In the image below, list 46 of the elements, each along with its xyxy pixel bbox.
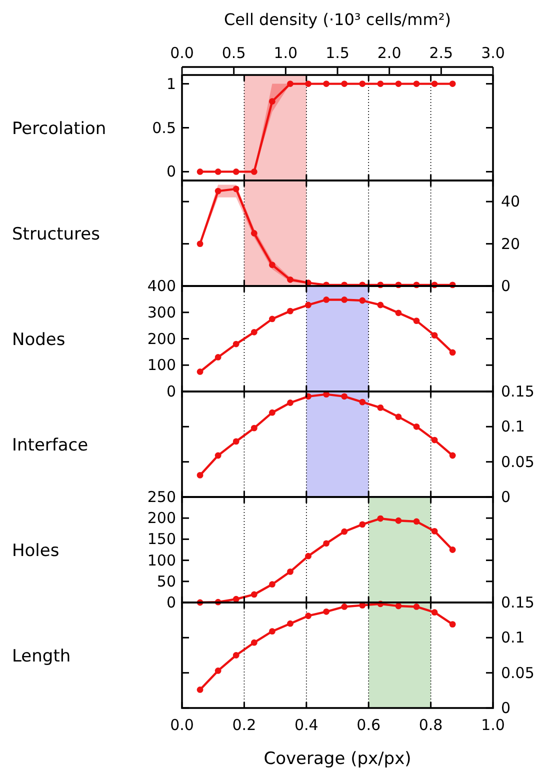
- x2-tick-label: 1.0: [274, 44, 298, 62]
- y2-tick-label: 0.15: [501, 382, 534, 400]
- y2-tick-label: 0.1: [501, 628, 525, 647]
- x2-axis-title: Cell density (·10³ cells/mm²): [224, 10, 452, 29]
- x-tick-label: 1.0: [481, 716, 505, 734]
- x-tick-label: 0.0: [170, 716, 194, 734]
- y-tick-label: 0: [166, 594, 176, 612]
- x2-tick-label: 2.5: [429, 44, 454, 62]
- y2-tick-label: 40: [501, 192, 520, 211]
- y-tick-label: 100: [147, 551, 176, 570]
- x2-tick-label: 0.5: [222, 44, 246, 62]
- y-axis-title: Length: [12, 646, 71, 666]
- y-tick-label: 100: [147, 356, 176, 374]
- y-tick-label: 200: [147, 330, 176, 348]
- y2-tick-label: 0.05: [501, 664, 534, 682]
- y-axis-title: Structures: [12, 224, 100, 244]
- x2-tick-label: 3.0: [481, 44, 505, 62]
- y2-tick-label: 0.05: [501, 452, 534, 471]
- x-tick-label: 0.4: [294, 716, 318, 734]
- x-axis-title: Coverage (px/px): [264, 749, 412, 769]
- x-tick-label: 0.8: [418, 716, 443, 734]
- y-tick-label: 250: [147, 488, 176, 506]
- y-tick-label: 0.5: [152, 118, 176, 137]
- y2-tick-label: 0.1: [501, 418, 525, 436]
- y-tick-label: 1: [166, 74, 176, 93]
- y-tick-label: 150: [147, 530, 176, 548]
- x2-tick-label: 1.5: [326, 44, 350, 62]
- y2-tick-label: 0: [501, 699, 511, 717]
- y2-tick-label: 0: [501, 488, 511, 506]
- y-axis-title: Nodes: [12, 330, 66, 350]
- y-axis-title: Percolation: [12, 118, 106, 139]
- y-tick-label: 200: [147, 509, 176, 528]
- y-tick-label: 400: [147, 277, 176, 295]
- y2-tick-label: 20: [501, 234, 520, 253]
- y-axis-title: Interface: [12, 435, 88, 456]
- x-tick-label: 0.2: [232, 716, 256, 734]
- y-tick-label: 300: [147, 303, 176, 322]
- y2-tick-label: 0: [501, 277, 511, 295]
- y-tick-label: 50: [156, 572, 176, 590]
- y-tick-label: 0: [166, 382, 176, 400]
- x2-tick-label: 0.0: [170, 44, 194, 62]
- y-axis-title: Holes: [12, 540, 60, 561]
- y-tick-label: 0: [166, 162, 176, 181]
- y2-tick-label: 0.15: [501, 594, 534, 612]
- x-tick-label: 0.6: [356, 716, 381, 734]
- x2-tick-label: 2.0: [377, 44, 402, 62]
